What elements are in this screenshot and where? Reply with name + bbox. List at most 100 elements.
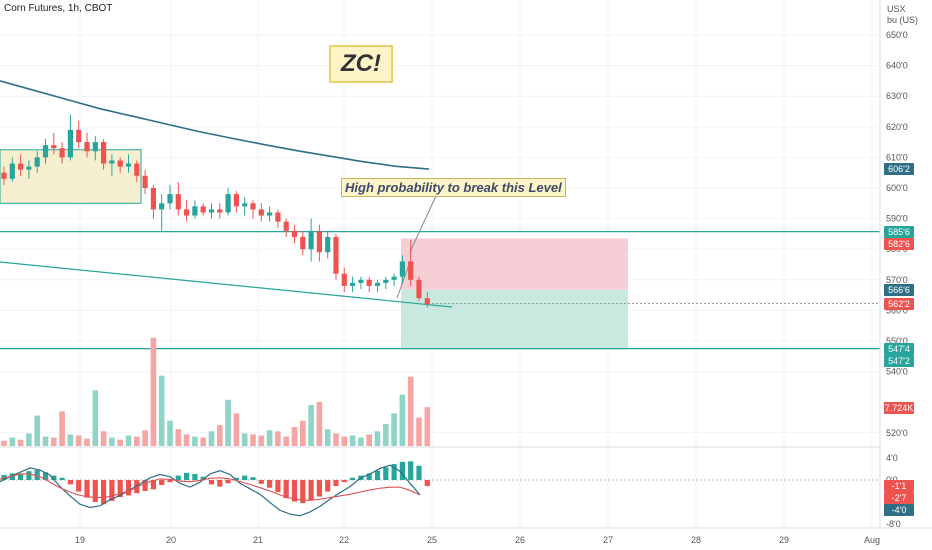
- candle-body: [316, 230, 322, 253]
- time-tick-label: 25: [427, 535, 437, 545]
- price-tick-label: 610'0: [886, 152, 908, 162]
- volume-bar: [275, 431, 281, 446]
- histogram-bar: [92, 480, 98, 502]
- volume-bar: [291, 427, 298, 446]
- candle-body: [59, 148, 65, 158]
- candle-body: [200, 206, 206, 213]
- candle-body: [184, 209, 190, 216]
- histogram-bar: [142, 480, 148, 491]
- volume-bars: [1, 337, 431, 446]
- volume-bar: [67, 434, 74, 446]
- price-badge: -1'1: [884, 480, 914, 493]
- candle-body: [250, 203, 256, 210]
- currency-label: USX: [887, 4, 906, 14]
- histogram-bar: [300, 480, 306, 504]
- candle-body: [67, 129, 73, 158]
- histogram-bar: [416, 465, 422, 480]
- histogram-bar: [192, 473, 198, 480]
- ma-series-line: [0, 80, 430, 170]
- candle-body: [101, 142, 107, 164]
- volume-bar: [192, 436, 198, 446]
- volume-bar: [167, 420, 173, 446]
- candle-body: [424, 298, 430, 305]
- volume-bar: [92, 390, 99, 446]
- osc-tick-label: 4'0: [886, 453, 898, 463]
- candle-body: [258, 209, 264, 216]
- volume-bar: [59, 411, 65, 446]
- price-badge: -2'7: [884, 492, 914, 505]
- volume-bar: [324, 429, 331, 446]
- candle-body: [399, 261, 405, 277]
- price-tick-label: 630'0: [886, 91, 908, 101]
- price-tick-label: 620'0: [886, 122, 908, 132]
- volume-bar: [241, 433, 248, 446]
- price-badge: -4'0: [884, 504, 914, 517]
- candle-body: [275, 212, 281, 222]
- time-tick-label: 29: [779, 535, 789, 545]
- volume-bar: [308, 405, 314, 446]
- histogram-bar: [383, 467, 389, 480]
- histogram-bar: [76, 480, 82, 492]
- volume-bar: [316, 401, 323, 446]
- histogram-bar: [283, 480, 289, 499]
- price-badge: 582'6: [884, 237, 914, 250]
- histogram-bar: [242, 475, 248, 480]
- histogram-bar: [350, 477, 356, 480]
- candle-body: [134, 163, 140, 176]
- histogram-bar: [250, 477, 256, 480]
- candle-body: [192, 206, 198, 216]
- candle-body: [42, 145, 49, 158]
- chart-title: Corn Futures, 1h, CBOT: [4, 3, 113, 14]
- price-tick-label: 590'0: [886, 214, 908, 224]
- price-tick-label: 560'0: [886, 305, 908, 315]
- time-tick-label: 21: [253, 535, 263, 545]
- volume-bar: [300, 420, 306, 446]
- price-badge: 566'6: [884, 283, 914, 296]
- candle-body: [150, 188, 156, 210]
- price-badge: 606'2: [884, 162, 914, 175]
- volume-bar: [341, 436, 348, 446]
- histogram-bar: [42, 472, 49, 480]
- volume-bar: [407, 376, 414, 446]
- histogram-bar: [109, 480, 115, 501]
- histogram-bar: [267, 480, 273, 488]
- candle-body: [383, 279, 389, 283]
- volume-bar: [51, 437, 57, 446]
- volume-bar: [358, 437, 364, 446]
- candles: [1, 114, 430, 308]
- histogram-bar: [399, 461, 405, 480]
- price-tick-label: 650'0: [886, 30, 908, 40]
- candle-body: [9, 163, 15, 179]
- histogram-bar: [150, 480, 156, 490]
- trendline: [0, 261, 453, 308]
- price-tick-label: 600'0: [886, 183, 908, 193]
- histogram-bar: [275, 480, 281, 493]
- candle-body: [1, 172, 7, 179]
- volume-bar: [125, 435, 132, 446]
- histogram-bar: [325, 480, 331, 492]
- histogram-bar: [225, 480, 231, 484]
- candle-body: [283, 221, 289, 231]
- price-tick-label: 520'0: [886, 428, 908, 438]
- histogram-bar: [258, 480, 264, 484]
- histogram-bar: [316, 480, 322, 497]
- candle-body: [225, 194, 231, 213]
- candle-body: [416, 279, 422, 299]
- volume-bar: [75, 435, 82, 446]
- time-tick-label: 26: [515, 535, 525, 545]
- volume-bar: [217, 425, 223, 446]
- histogram-bar: [333, 480, 339, 487]
- candle-body: [408, 261, 414, 280]
- histogram-bar: [366, 473, 372, 480]
- price-badge: 562'2: [884, 297, 914, 310]
- candle-body: [26, 166, 32, 170]
- volume-bar: [424, 407, 431, 446]
- candle-body: [51, 145, 57, 149]
- volume-bar: [266, 430, 273, 446]
- candle-body: [358, 279, 364, 283]
- signal-line: [0, 473, 421, 501]
- volume-bar: [175, 429, 182, 446]
- histogram-bar: [233, 477, 239, 480]
- stop-zone: [401, 238, 628, 290]
